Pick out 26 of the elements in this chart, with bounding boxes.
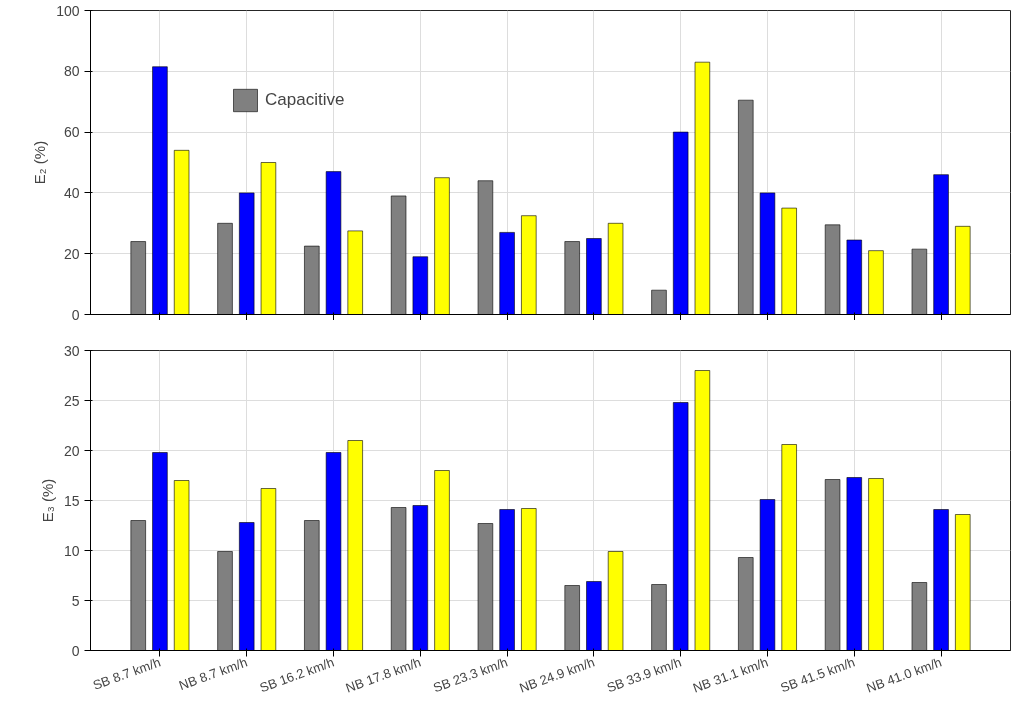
legend-label: Capacitive — [265, 90, 345, 110]
y-axis-title: E₃ (%) — [38, 478, 56, 523]
x-tick-label: NB 24.9 km/h — [517, 654, 597, 696]
x-tick-label: NB 8.7 km/h — [176, 654, 250, 694]
x-tick-label: SB 41.5 km/h — [778, 654, 857, 696]
y-tick-label: 15 — [63, 492, 80, 509]
x-tick-label: SB 33.9 km/h — [604, 654, 684, 696]
y-tick-label: 20 — [63, 442, 80, 459]
x-tick-label: NB 17.8 km/h — [343, 654, 423, 696]
x-tick-label: SB 16.2 km/h — [257, 654, 337, 696]
y-tick-label: 0 — [71, 306, 80, 323]
y-tick-label: 100 — [56, 2, 80, 19]
x-tick-label: NB 31.1 km/h — [690, 654, 771, 696]
y-tick-label: 0 — [71, 642, 80, 659]
x-tick-label: NB 41.0 km/h — [864, 654, 944, 696]
y-tick-label: 5 — [71, 592, 80, 609]
x-tick-label: SB 23.3 km/h — [431, 654, 510, 696]
y-tick-label: 40 — [63, 184, 80, 201]
y-tick-label: 80 — [63, 63, 80, 80]
y-axis-title: E₂ (%) — [31, 140, 49, 185]
y-tick-label: 30 — [63, 342, 80, 359]
y-tick-label: 25 — [63, 392, 80, 409]
y-tick-label: 60 — [63, 124, 80, 141]
x-tick-label: SB 8.7 km/h — [90, 654, 163, 693]
y-tick-label: 20 — [63, 245, 80, 262]
y-tick-label: 10 — [63, 542, 80, 559]
